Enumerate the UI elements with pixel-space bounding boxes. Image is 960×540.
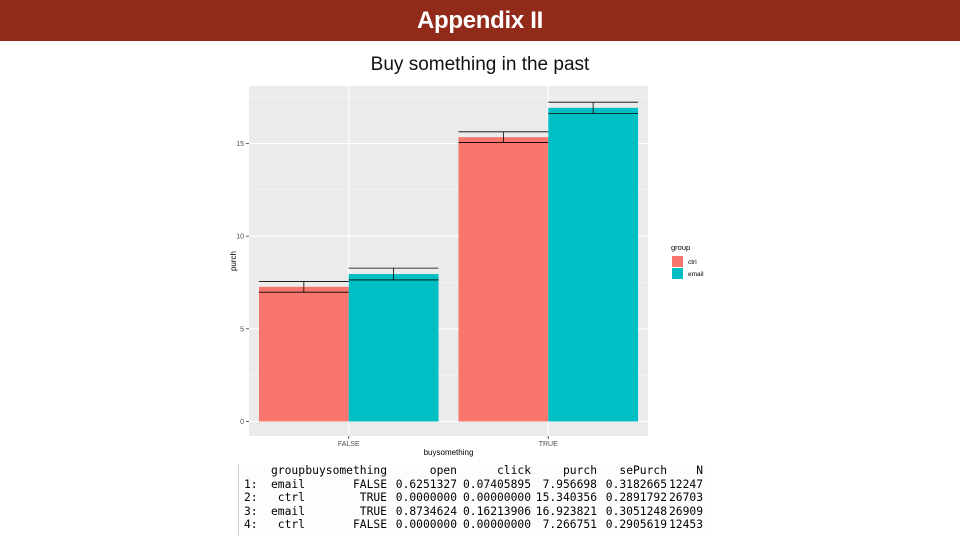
table-header-cell [239, 464, 265, 478]
table-cell: email [270, 504, 305, 518]
table-cell: 12453 [668, 518, 703, 532]
table-cell: ctrl [277, 491, 305, 505]
bar-ctrl-FALSE [258, 286, 349, 422]
table-row: 4: ctrl FALSE 0.0000000 0.00000000 7.266… [239, 518, 705, 532]
table-cell: 1: [244, 477, 258, 491]
table-cell: 0.8734624 [395, 504, 457, 518]
x-axis-title: buysomething [424, 448, 474, 457]
table-row: 2: ctrl TRUE 0.0000000 0.00000000 15.340… [239, 491, 705, 505]
x-tick-label: FALSE [338, 441, 360, 448]
table-header-cell: group [270, 464, 305, 477]
table-cell: FALSE [352, 477, 387, 491]
slide-title: Appendix II [416, 6, 544, 34]
table-cell: 0.6251327 [395, 477, 457, 491]
table-header-cell: N [696, 464, 703, 477]
table-cell: 0.2905619 [605, 518, 667, 532]
y-tick-label: 15 [236, 141, 244, 148]
y-tick-label: 10 [236, 234, 244, 241]
bar-chart: 0 5 10 15 FALSE TRUE buysomething purch group ctr… [229, 86, 704, 457]
table-header-row: group buysomething open click purch sePu… [239, 464, 705, 478]
legend-title: group [671, 243, 690, 252]
legend-label: ctrl [688, 259, 697, 266]
y-tick-label: 5 [240, 326, 244, 333]
table-header-cell: sePurch [619, 464, 667, 477]
legend-label: email [688, 271, 704, 278]
table-cell: 7.266751 [542, 518, 597, 532]
table-cell: 4: [244, 518, 258, 532]
table-cell: ctrl [277, 518, 305, 532]
table-cell: 0.0000000 [395, 518, 457, 532]
summary-table: group buysomething open click purch sePu… [238, 464, 705, 536]
table-cell: TRUE [359, 504, 387, 518]
table-cell: 12247 [668, 477, 703, 491]
table-cell: 26703 [668, 491, 703, 505]
table-cell: 0.3182665 [605, 477, 667, 491]
table-cell: 3: [244, 504, 258, 518]
table-row: 1: email FALSE 0.6251327 0.07405895 7.95… [239, 478, 705, 492]
table-cell: 16.923821 [535, 504, 597, 518]
table-cell: 7.956698 [542, 477, 597, 491]
table-row: 3: email TRUE 0.8734624 0.16213906 16.92… [239, 505, 705, 519]
slide-header: Appendix II [0, 0, 960, 41]
legend-key-ctrl [672, 256, 683, 267]
y-tick-label: 0 [240, 419, 244, 426]
bar-email-TRUE [548, 107, 639, 422]
chart-title: Buy something in the past [370, 54, 590, 75]
bar-email-FALSE [348, 274, 439, 422]
table-header-cell: open [429, 464, 457, 477]
table-cell: 15.340356 [535, 491, 597, 505]
table-cell: TRUE [359, 491, 387, 505]
table-header-cell: click [496, 464, 531, 477]
table-cell: 2: [244, 491, 258, 505]
table-cell: 0.00000000 [462, 491, 531, 505]
x-tick-label: TRUE [539, 441, 558, 448]
bar-ctrl-TRUE [458, 137, 549, 422]
y-axis-title: purch [229, 251, 238, 271]
table-cell: 0.0000000 [395, 491, 457, 505]
table-header-cell: buysomething [305, 464, 387, 477]
table-cell: 0.2891792 [605, 491, 667, 505]
legend-key-email [672, 268, 683, 279]
table-cell: 0.07405895 [462, 477, 531, 491]
table-cell: 0.16213906 [462, 504, 531, 518]
table-cell: 0.00000000 [462, 518, 531, 532]
table-cell: email [270, 477, 305, 491]
table-cell: FALSE [352, 518, 387, 532]
table-header-cell: purch [562, 464, 597, 477]
table-cell: 0.3051248 [605, 504, 667, 518]
table-cell: 26909 [668, 504, 703, 518]
